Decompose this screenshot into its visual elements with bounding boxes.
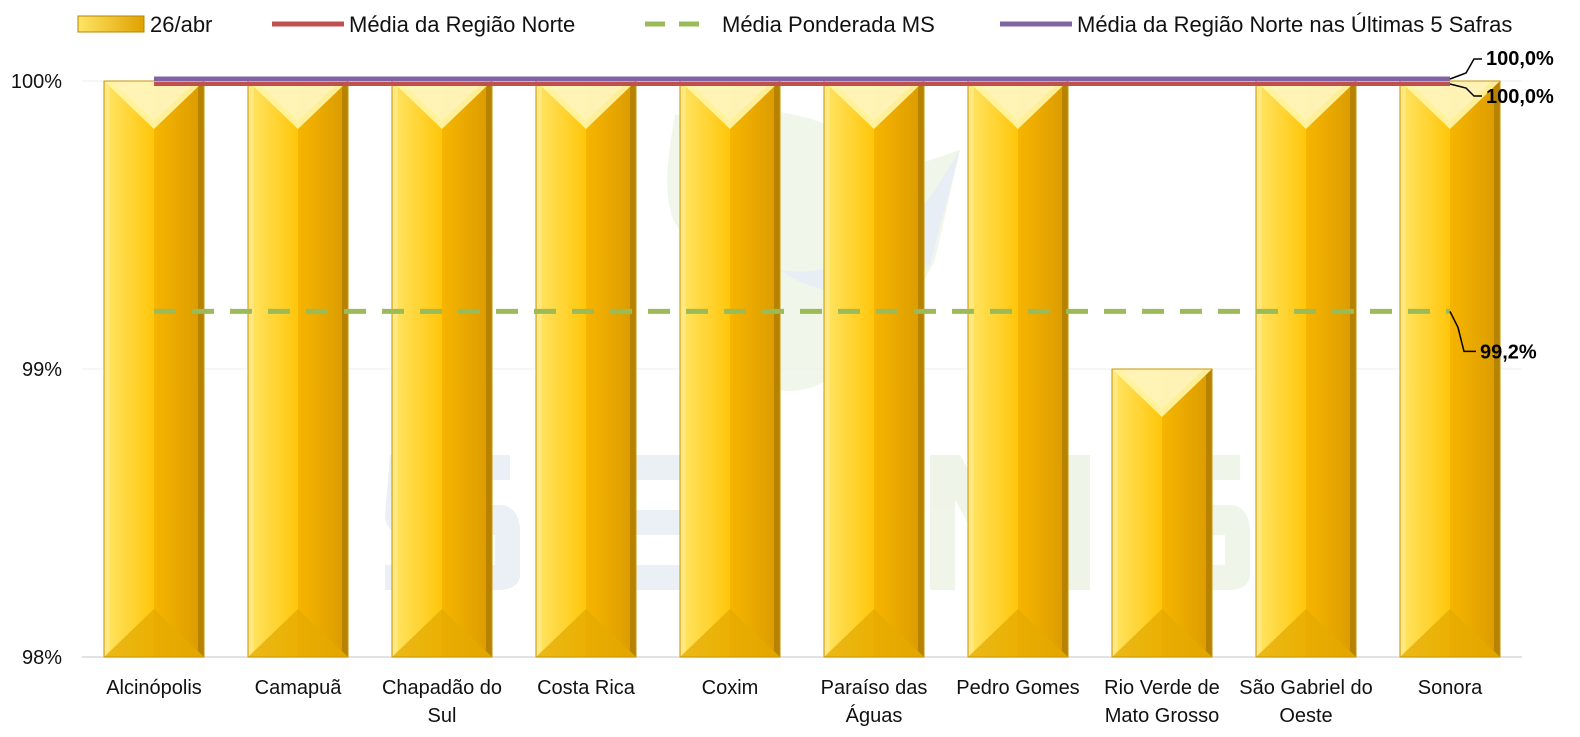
legend-item-media-5-safras: Média da Região Norte nas Últimas 5 Safr… [1000, 12, 1512, 37]
x-tick-label: Alcinópolis [106, 677, 202, 699]
x-tick-label: Coxim [702, 677, 759, 699]
x-tick-label: Costa Rica [537, 677, 636, 699]
x-tick-label: Rio Verde de Mato Grosso [1104, 677, 1220, 727]
bar [1399, 80, 1501, 658]
bar [967, 80, 1069, 658]
callouts: 100,0% 100,0% 99,2% [1449, 48, 1554, 363]
y-tick-label: 99% [22, 359, 62, 381]
callout-media-regiao-norte: 100,0% [1486, 86, 1554, 108]
legend-label-bar: 26/abr [150, 12, 212, 37]
bars [103, 80, 1501, 658]
x-tick-label: Pedro Gomes [956, 677, 1079, 699]
legend-label-media-5-safras: Média da Região Norte nas Últimas 5 Safr… [1077, 12, 1512, 37]
legend-label-media-regiao-norte: Média da Região Norte [349, 12, 575, 37]
bar [1111, 368, 1213, 658]
x-tick-label: Paraíso das Águas [821, 677, 928, 727]
legend-swatch-bar [77, 15, 145, 33]
y-tick-label: 100% [11, 71, 62, 93]
y-axis-ticks: 98% 99% 100% [11, 71, 62, 669]
legend-item-bar: 26/abr [77, 12, 212, 37]
x-tick-label: Camapuã [255, 677, 343, 699]
average-lines [154, 76, 1450, 314]
legend: 26/abr Média da Região Norte Média Ponde… [77, 12, 1512, 37]
bar [103, 80, 205, 658]
legend-item-media-ponderada-ms: Média Ponderada MS [645, 12, 935, 37]
bar [1255, 80, 1357, 658]
bar [535, 80, 637, 658]
y-tick-label: 98% [22, 647, 62, 669]
bar [391, 80, 493, 658]
bar [823, 80, 925, 658]
legend-item-media-regiao-norte: Média da Região Norte [272, 12, 575, 37]
bar [247, 80, 349, 658]
legend-label-media-ponderada-ms: Média Ponderada MS [722, 12, 935, 37]
x-tick-label: Sonora [1418, 677, 1483, 699]
callout-media-ponderada-ms: 99,2% [1480, 341, 1537, 363]
bar [679, 80, 781, 658]
x-axis-categories: Alcinópolis Camapuã Chapadão do Sul Costa Ri… [106, 677, 1483, 727]
x-tick-label: São Gabriel do Oeste [1239, 677, 1372, 727]
callout-media-5-safras: 100,0% [1486, 48, 1554, 70]
x-tick-label: Chapadão do Sul [382, 677, 502, 727]
